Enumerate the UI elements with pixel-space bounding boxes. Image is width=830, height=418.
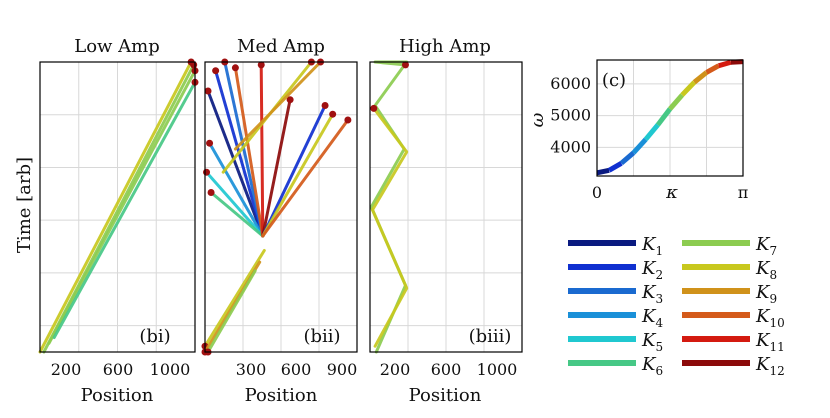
series-line-bii-9 bbox=[233, 66, 265, 238]
dispersion-segment-6 bbox=[655, 107, 672, 127]
series-line-bii-10 bbox=[259, 63, 265, 238]
x-axis-label-bii: Position bbox=[245, 385, 318, 406]
tick-label-biii-0: 200 bbox=[380, 360, 411, 379]
legend-label-k6: K6 bbox=[641, 354, 663, 378]
series-end-marker-biii-1 bbox=[370, 104, 378, 112]
dispersion-segment-1 bbox=[596, 167, 610, 176]
tick-label-bi-1: 600 bbox=[103, 360, 134, 379]
series-line-bi-2 bbox=[47, 69, 197, 345]
tick-label-bi-2: 1000 bbox=[150, 360, 191, 379]
tick-label-biii-2: 1000 bbox=[477, 360, 518, 379]
panel-title-med-amp: Med Amp bbox=[237, 36, 325, 57]
series-end-marker-bii-6 bbox=[206, 139, 214, 147]
tick-label-biii-1: 600 bbox=[431, 360, 462, 379]
series-end-marker-bii-8 bbox=[207, 189, 215, 196]
series-line-bii-14 bbox=[261, 118, 350, 238]
series-line-bii-2 bbox=[206, 269, 257, 354]
series-line-biii-1 bbox=[371, 106, 409, 348]
series-end-marker-bii-12 bbox=[321, 102, 329, 109]
legend-label-k2: K2 bbox=[641, 258, 663, 282]
series-end-marker-bii-4 bbox=[212, 67, 220, 75]
legend-label-k5: K5 bbox=[641, 330, 663, 354]
series-line-bii-3 bbox=[206, 89, 265, 238]
series-line-bi-0 bbox=[38, 60, 193, 354]
series-line-bii-12 bbox=[261, 104, 327, 238]
dispersion-segment-8 bbox=[680, 80, 697, 97]
series-end-marker-bii-10 bbox=[257, 61, 265, 69]
legend-label-k12: K12 bbox=[755, 354, 785, 378]
panel-low-amp: Low Amp (bi) 200 600 1000 Position bbox=[38, 36, 199, 406]
panel-tag-bi: (bi) bbox=[139, 326, 170, 347]
series-line-bii-0 bbox=[203, 249, 266, 348]
series-line-bii-16 bbox=[233, 60, 322, 151]
series-end-marker-bii-11 bbox=[286, 96, 294, 104]
panel-title-high-amp: High Amp bbox=[399, 36, 491, 57]
panel-title-low-amp: Low Amp bbox=[74, 36, 160, 57]
x-axis-label-c: κ bbox=[665, 182, 678, 203]
tick-label-bi-0: 200 bbox=[51, 360, 82, 379]
tick-label-c-y1: 5000 bbox=[550, 106, 591, 125]
series-end-marker-biii-0 bbox=[401, 61, 409, 69]
dispersion-segment-4 bbox=[631, 137, 648, 155]
x-axis-label-biii: Position bbox=[409, 385, 482, 406]
y-axis-label-c: ω bbox=[527, 112, 548, 127]
series-line-bii-8 bbox=[209, 191, 265, 238]
series-line-bi-3 bbox=[52, 80, 197, 339]
dispersion-segment-2 bbox=[607, 161, 623, 173]
series-end-marker-bii-3 bbox=[204, 87, 212, 95]
panel-tag-biii: (biii) bbox=[469, 326, 512, 347]
series-end-marker-bii-13 bbox=[329, 110, 337, 118]
legend-label-k9: K9 bbox=[755, 282, 777, 306]
series-end-marker-bii-9 bbox=[231, 64, 239, 72]
series-end-marker-bii-14 bbox=[344, 116, 352, 124]
dispersion-segment-11 bbox=[717, 59, 732, 69]
series-line-bii-5 bbox=[223, 60, 265, 238]
dispersion-segment-9 bbox=[692, 70, 709, 85]
panel-tag-bii: (bii) bbox=[303, 326, 340, 347]
legend-label-k7: K7 bbox=[755, 234, 777, 258]
tick-label-bii-0: 300 bbox=[236, 360, 267, 379]
legend-label-k4: K4 bbox=[641, 306, 663, 330]
y-axis-label: Time [arb] bbox=[14, 157, 35, 253]
panel-tag-c: (c) bbox=[602, 70, 626, 91]
dispersion-segment-12 bbox=[730, 59, 744, 65]
legend-label-k11: K11 bbox=[755, 330, 785, 354]
legend-label-k3: K3 bbox=[641, 282, 663, 306]
series-end-marker-bii-7 bbox=[203, 168, 211, 176]
tick-label-c-x1: π bbox=[738, 183, 749, 202]
tick-label-bii-2: 900 bbox=[327, 360, 358, 379]
legend-label-k1: K1 bbox=[641, 234, 663, 258]
panel-med-amp: Med Amp (bii) 300 600 900 Position bbox=[201, 36, 358, 406]
dispersion-segment-5 bbox=[643, 123, 660, 142]
dispersion-segment-7 bbox=[668, 93, 685, 111]
legend-label-k10: K10 bbox=[755, 306, 785, 330]
tick-label-c-y2: 6000 bbox=[550, 74, 591, 93]
series-line-biii-0 bbox=[369, 60, 409, 354]
panel-high-amp: High Amp (biii) 200 600 1000 Position bbox=[369, 36, 523, 406]
panel-dispersion: (c) 4000 5000 6000 0 π κ ω bbox=[527, 59, 749, 203]
series-line-bii-13 bbox=[261, 112, 335, 238]
tick-label-c-y0: 4000 bbox=[550, 137, 591, 156]
legend-label-k8: K8 bbox=[755, 258, 777, 282]
series-line-bii-11 bbox=[261, 98, 292, 238]
tick-label-bii-1: 600 bbox=[281, 360, 312, 379]
x-axis-label-bi: Position bbox=[81, 385, 154, 406]
dispersion-segment-10 bbox=[705, 63, 720, 75]
dispersion-segment-3 bbox=[619, 150, 636, 166]
tick-label-c-x0: 0 bbox=[592, 183, 602, 202]
series-line-bii-7 bbox=[205, 170, 265, 238]
series-line-bii-6 bbox=[208, 141, 265, 238]
